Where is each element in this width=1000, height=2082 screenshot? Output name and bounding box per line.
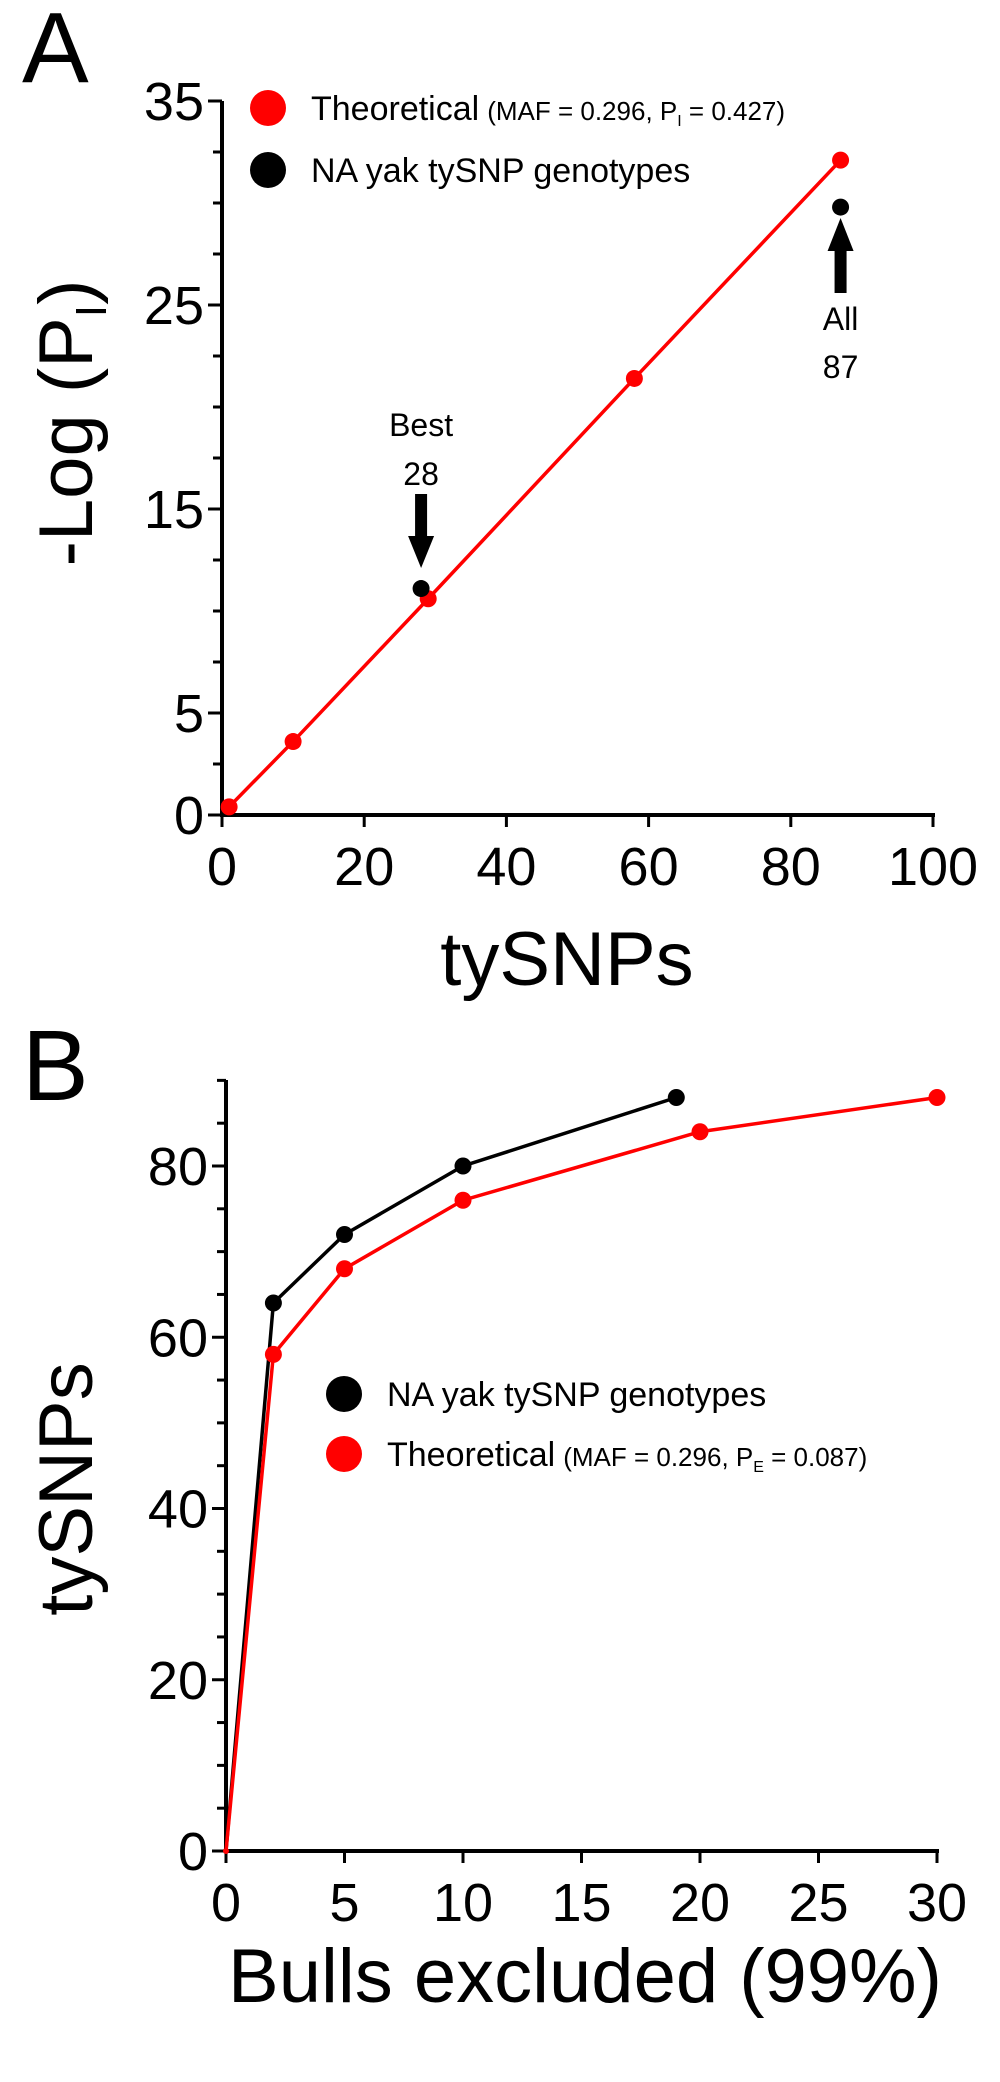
annotation-all: All 87 xyxy=(823,218,859,385)
legend-label: NA yak tySNP genotypes xyxy=(387,1376,766,1414)
legend-series-name: NA yak tySNP genotypes xyxy=(311,152,690,190)
y-tick-label: 80 xyxy=(148,1137,208,1197)
y-tick-label: 15 xyxy=(144,480,204,540)
arrow-shaft xyxy=(834,249,847,293)
x-tick-label: 0 xyxy=(207,837,237,897)
y-tick-label: 25 xyxy=(144,276,204,336)
legend-marker xyxy=(250,90,286,126)
annotation-best: Best 28 xyxy=(389,407,453,568)
y-tick-label: 40 xyxy=(148,1480,208,1540)
y-axis-title-subscript: I xyxy=(67,305,116,317)
data-point xyxy=(691,1123,709,1141)
data-point xyxy=(264,1345,282,1363)
x-tick-label: 30 xyxy=(907,1873,967,1933)
data-point xyxy=(832,151,850,169)
y-axis-title-end: ) xyxy=(24,280,109,305)
legend-label: Theoretical (MAF = 0.296, PE = 0.087) xyxy=(387,1436,867,1476)
x-tick-label: 40 xyxy=(476,837,536,897)
x-axis-title: Bulls excluded (99%) xyxy=(228,1934,942,2019)
legend-item: Theoretical (MAF = 0.296, PE = 0.087) xyxy=(326,1436,867,1476)
legend-note: (MAF = 0.296, P xyxy=(487,96,677,126)
x-tick-label: 0 xyxy=(211,1873,241,1933)
arrow-shaft xyxy=(415,494,428,538)
data-point xyxy=(412,580,430,598)
legend-note-end: = 0.087) xyxy=(764,1442,867,1472)
y-axis-title-main: -Log (P xyxy=(24,317,109,566)
legend-item: NA yak tySNP genotypes xyxy=(326,1376,766,1414)
x-tick-label: 15 xyxy=(551,1873,611,1933)
data-point xyxy=(454,1157,472,1175)
data-point xyxy=(336,1226,353,1243)
data-point xyxy=(667,1089,685,1106)
panel-letter: B xyxy=(22,1010,89,1122)
legend-series-name: Theoretical xyxy=(311,90,479,128)
x-tick-label: 20 xyxy=(334,837,394,897)
annotation-value: 28 xyxy=(403,456,439,492)
data-point xyxy=(336,1260,353,1278)
legend-series-name: NA yak tySNP genotypes xyxy=(387,1376,766,1414)
y-tick-label: 0 xyxy=(178,1822,208,1882)
x-tick-label: 20 xyxy=(670,1873,730,1933)
legend-label: Theoretical (MAF = 0.296, PI = 0.427) xyxy=(311,90,785,130)
series-line xyxy=(224,1095,677,1852)
data-point xyxy=(284,733,302,751)
legend-note-end: = 0.427) xyxy=(682,96,785,126)
legend-item: Theoretical (MAF = 0.296, PI = 0.427) xyxy=(250,90,785,130)
data-point xyxy=(220,798,238,816)
arrow-up-icon xyxy=(827,218,854,251)
legend-marker xyxy=(250,152,286,188)
x-tick-label: 10 xyxy=(433,1873,493,1933)
x-tick-label: 25 xyxy=(788,1873,848,1933)
series-theoretical xyxy=(220,151,850,816)
legend-note: (MAF = 0.296, P xyxy=(563,1442,753,1472)
legend-label: NA yak tySNP genotypes xyxy=(311,152,690,190)
legend-item: NA yak tySNP genotypes xyxy=(250,152,690,190)
data-point xyxy=(928,1089,946,1106)
x-tick-label: 5 xyxy=(329,1873,359,1933)
legend-note-subscript: I xyxy=(677,113,681,130)
series-na-yak-tysnp-genotypes xyxy=(412,198,850,598)
series-theoretical xyxy=(223,1089,946,1854)
y-tick-label: 60 xyxy=(148,1308,208,1368)
x-tick-label: 100 xyxy=(888,837,978,897)
x-tick-label: 80 xyxy=(761,837,821,897)
series-line xyxy=(227,158,842,809)
series-na-yak-tysnp-genotypes xyxy=(223,1089,685,1854)
legend-series-name: Theoretical xyxy=(387,1436,555,1474)
data-point xyxy=(625,369,643,387)
y-tick-label: 20 xyxy=(148,1651,208,1711)
annotation-label: All xyxy=(823,301,859,337)
y-tick-label: 5 xyxy=(174,684,204,744)
annotation-value: 87 xyxy=(823,349,859,385)
y-axis-title: -Log (PI) xyxy=(24,280,116,567)
legend-marker xyxy=(326,1376,362,1412)
data-point xyxy=(832,198,850,216)
data-point xyxy=(454,1191,472,1209)
panel-letter: A xyxy=(22,0,89,104)
arrow-down-icon xyxy=(408,536,435,568)
y-tick-label: 35 xyxy=(144,72,204,132)
annotation-label: Best xyxy=(389,407,453,443)
x-tick-label: 60 xyxy=(619,837,679,897)
legend-note-subscript: E xyxy=(753,1459,764,1476)
legend-marker xyxy=(326,1436,362,1472)
data-point xyxy=(223,1848,229,1854)
data-point xyxy=(264,1294,282,1312)
y-tick-label: 0 xyxy=(174,786,204,846)
series-line xyxy=(224,1095,938,1852)
x-axis-title: tySNPs xyxy=(440,917,693,1002)
y-axis-title: tySNPs xyxy=(24,1362,109,1615)
